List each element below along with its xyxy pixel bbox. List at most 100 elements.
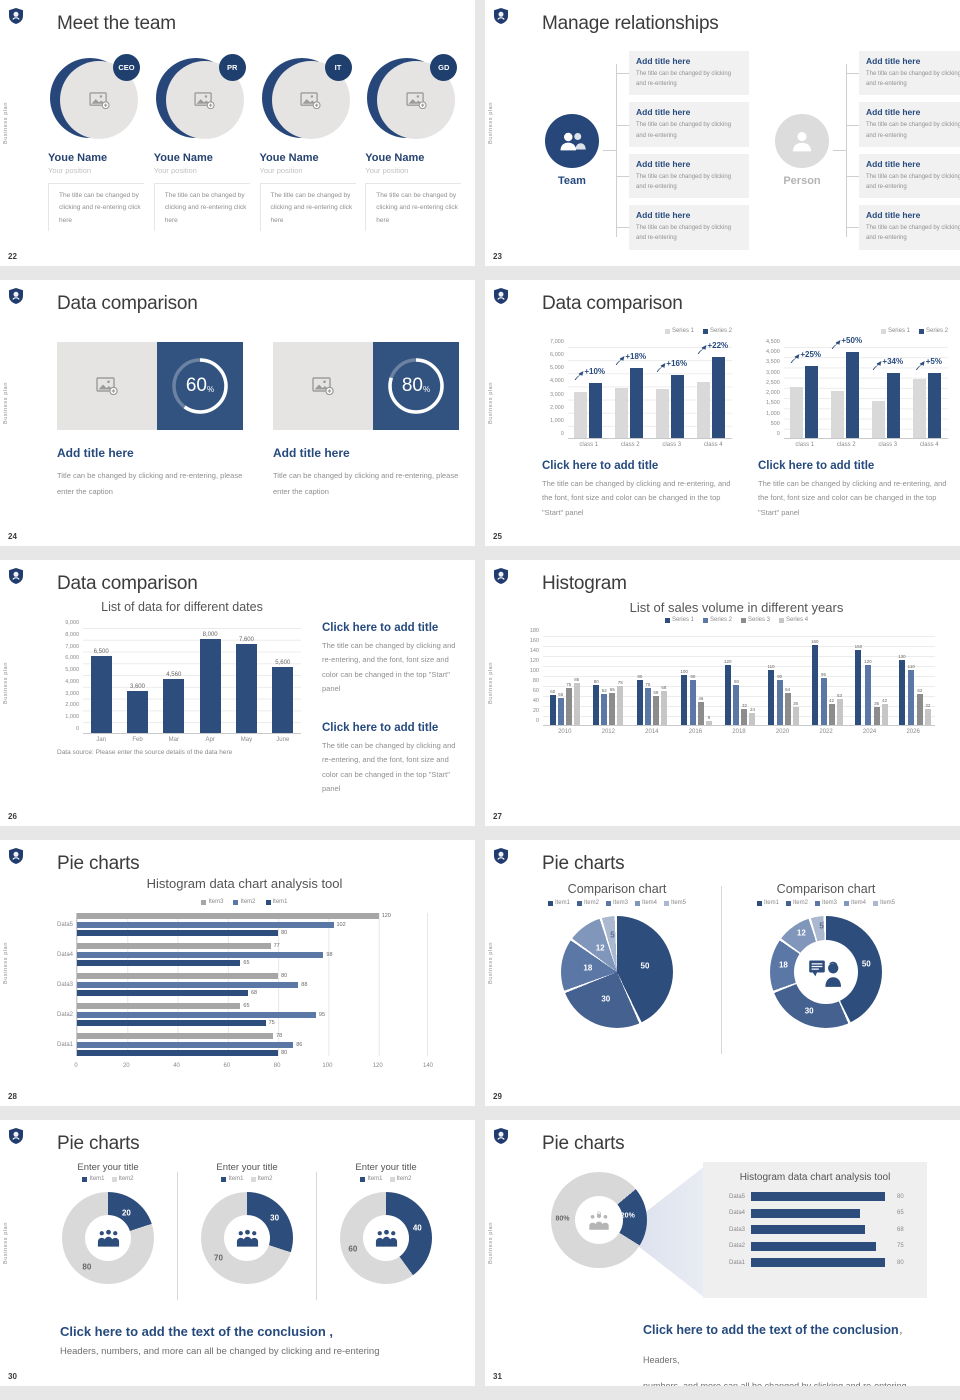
- info-box[interactable]: Add title here The title can be changed b…: [846, 51, 960, 96]
- slide-28[interactable]: Business plan Pie charts Histogram data …: [0, 840, 475, 1106]
- bar-value-label: 130: [898, 654, 906, 659]
- bar: [697, 702, 704, 725]
- box-text: The title can be changed by clicking and…: [866, 71, 960, 88]
- box-title: Add title here: [636, 56, 691, 66]
- legend-item: Item3: [814, 900, 837, 906]
- donut-chart-block: Enter your title Item1 Item2 20 80: [44, 1162, 172, 1284]
- y-tick-label: 3,000: [550, 391, 564, 398]
- bar: [77, 981, 299, 988]
- member-photo-frame: IT: [261, 54, 354, 142]
- chart-title: List of sales volume in different years: [629, 600, 844, 615]
- plot-area: 60 55 75 85 80 62 65 78 90 75 58 68 100 90 46 9 120 80 32 2…: [543, 636, 935, 726]
- bar-item: 80: [593, 679, 600, 725]
- box-text: The title can be changed by clicking and…: [866, 173, 960, 190]
- donut-value-label: 80%: [555, 1215, 570, 1223]
- bar-group: 120 80 32 24: [724, 659, 756, 725]
- caption-column: Click here to add title The title can be …: [322, 622, 462, 822]
- grouped-histogram: Series 1 Series 2 Series 3 Series 4 180 160 14…: [525, 617, 948, 735]
- slide-title: Pie charts: [57, 1133, 140, 1154]
- legend-label: Item2: [257, 1176, 273, 1182]
- bar: [163, 679, 185, 733]
- bar-group: 6,500: [90, 649, 112, 733]
- y-tick-label: 1,500: [766, 400, 780, 407]
- bar-value-label: 85: [574, 676, 580, 682]
- info-box[interactable]: Add title here The title can be changed b…: [616, 205, 749, 250]
- card-title: Add title here: [57, 446, 134, 460]
- member-position: Your position: [48, 166, 92, 175]
- legend-swatch: [233, 899, 239, 905]
- bar-item: 36: [873, 701, 880, 725]
- category-label: Data5: [728, 1193, 745, 1200]
- y-tick-label: 80: [532, 678, 539, 684]
- bar-value-label: 65: [897, 1210, 904, 1216]
- y-tick-label: 8,000: [65, 631, 79, 638]
- slide-23[interactable]: Business plan Manage relationships Team …: [485, 0, 960, 266]
- legend-label: Item1: [763, 900, 779, 906]
- x-tick-label: 100: [322, 1063, 333, 1069]
- bar-item: [656, 389, 670, 438]
- member-position: Your position: [259, 166, 303, 175]
- bar-value-label: 32: [741, 703, 747, 708]
- slide-22[interactable]: Business plan Meet the team CEO Youe Nam…: [0, 0, 475, 266]
- panel-bar-chart: Data5 80 Data4 65 Data3 68 Data2 75 Data1 80: [719, 1192, 911, 1267]
- conclusion-block: Click here to add the text of the conclu…: [643, 1316, 935, 1386]
- slide-30[interactable]: Business plan Pie charts Enter your titl…: [0, 1120, 475, 1386]
- pie-value-label: 50: [640, 961, 650, 971]
- sales-histogram-block: List of sales volume in different years …: [525, 600, 948, 735]
- delta-text: +50%: [841, 336, 863, 346]
- chart-title: Enter your title: [77, 1162, 139, 1173]
- shield-logo-icon: [9, 848, 23, 864]
- chart-caption: Click here to add title The title can be …: [322, 622, 462, 696]
- box-text: The title can be changed by clicking and…: [636, 225, 732, 242]
- y-tick-label: 160: [529, 638, 539, 644]
- funnel-connector: [637, 1166, 705, 1298]
- category-label: Data2: [56, 1011, 73, 1018]
- card-media: 80%: [273, 342, 459, 430]
- info-box[interactable]: Add title here The title can be changed b…: [616, 51, 749, 96]
- slide-27[interactable]: Business plan Histogram List of sales vo…: [485, 560, 960, 826]
- info-box[interactable]: Add title here The title can be changed b…: [846, 205, 960, 250]
- bar: [126, 690, 148, 733]
- bar-group: +25%: [790, 350, 821, 438]
- y-axis: 7,000 6,000 5,000 4,000 3,000 2,000 1,000 0: [542, 339, 568, 437]
- shield-logo-icon: [9, 8, 23, 24]
- legend-swatch: [576, 900, 582, 906]
- legend-label: Item4: [642, 900, 658, 906]
- x-tick-label: 2018: [732, 729, 746, 735]
- info-box[interactable]: Add title here The title can be changed b…: [616, 102, 749, 147]
- slide-25[interactable]: Business plan Data comparison Series 1 Se…: [485, 280, 960, 546]
- slide-29[interactable]: Business plan Pie charts Comparison char…: [485, 840, 960, 1106]
- member-name: Youe Name: [259, 152, 319, 164]
- slide-title: Pie charts: [542, 1133, 625, 1154]
- bar-item: [697, 381, 711, 438]
- x-tick-label: 2020: [775, 729, 790, 735]
- slide-24[interactable]: Business plan Data comparison 60% Add ti…: [0, 280, 475, 546]
- bar-value-label: 150: [854, 644, 863, 649]
- bar: [784, 693, 791, 725]
- bar: [557, 697, 564, 725]
- bar: [768, 670, 775, 725]
- bar: [77, 1011, 316, 1018]
- info-box[interactable]: Add title here The title can be changed b…: [846, 102, 960, 147]
- info-box[interactable]: Add title here The title can be changed b…: [616, 153, 749, 199]
- image-placeholder[interactable]: [57, 342, 157, 430]
- x-axis-labels: 2010 2012 2014 2016 2018 2020 2022 2024 2026: [543, 729, 935, 735]
- bar-row: 95: [77, 1011, 427, 1018]
- legend-item: Series 2: [702, 617, 732, 623]
- slide-number: 22: [8, 252, 17, 261]
- donut-charts-row: Enter your title Item1 Item2 20 80 Enter …: [44, 1162, 465, 1300]
- y-tick-label: 500: [770, 420, 780, 427]
- slide-26[interactable]: Business plan Data comparison List of da…: [0, 560, 475, 826]
- bar-item: 120: [864, 659, 872, 725]
- slide-31[interactable]: Business plan Pie charts 20% 80% Histogr…: [485, 1120, 960, 1386]
- donut-chart-block: Enter your title Item1 Item2 30 70: [183, 1162, 311, 1284]
- panel-bar-row: Data3 68: [719, 1225, 911, 1234]
- bar-row: 80: [77, 1050, 427, 1056]
- bar-item: [887, 372, 901, 438]
- info-box[interactable]: Add title here The title can be changed b…: [846, 153, 960, 199]
- x-tick-label: 20: [122, 1063, 130, 1069]
- legend-swatch: [756, 900, 762, 906]
- vertical-brand-label: Business plan: [488, 942, 494, 985]
- slide-number: 23: [493, 252, 502, 261]
- image-placeholder[interactable]: [273, 342, 373, 430]
